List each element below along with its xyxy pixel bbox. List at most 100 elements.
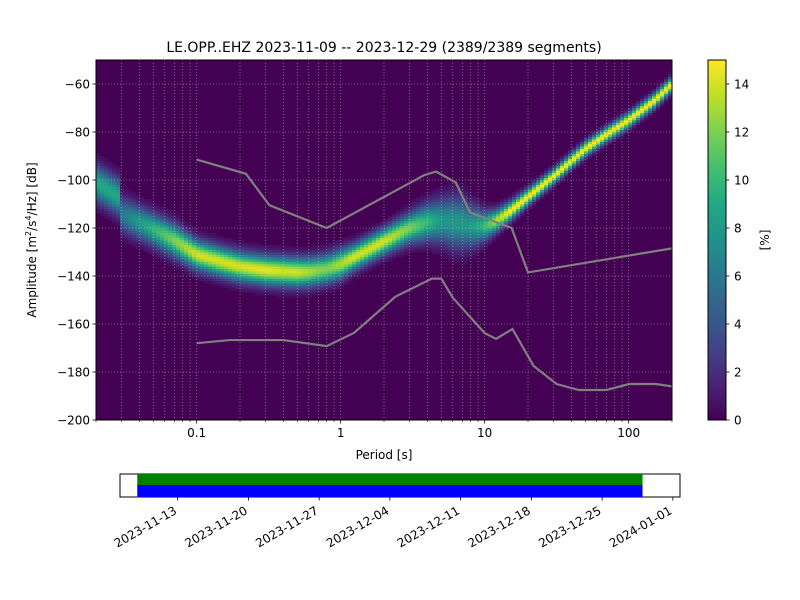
- density-cell: [344, 266, 349, 270]
- density-cell: [648, 112, 653, 116]
- density-cell: [340, 285, 345, 289]
- density-cell: [284, 280, 289, 284]
- density-cell: [204, 259, 209, 262]
- density-cell: [408, 223, 413, 226]
- density-cell: [388, 223, 393, 226]
- density-cell: [472, 199, 477, 202]
- density-cell: [100, 158, 105, 162]
- density-cell: [152, 228, 157, 231]
- density-cell: [168, 247, 173, 250]
- density-cell: [240, 264, 245, 267]
- density-cell: [564, 172, 569, 176]
- density-cell: [172, 247, 177, 250]
- density-cell: [300, 273, 305, 277]
- density-cell: [456, 259, 461, 262]
- density-cell: [448, 189, 453, 193]
- density-cell: [456, 220, 461, 224]
- density-cell: [232, 276, 237, 279]
- density-cell: [176, 256, 181, 260]
- density-cell: [164, 247, 169, 250]
- density-cell: [132, 196, 137, 200]
- density-cell: [212, 256, 217, 260]
- density-cell: [216, 276, 221, 279]
- density-cell: [344, 276, 349, 279]
- density-cell: [460, 189, 465, 193]
- density-cell: [168, 252, 173, 255]
- density-cell: [316, 273, 321, 277]
- density-cell: [236, 242, 241, 246]
- density-cell: [264, 276, 269, 279]
- density-cell: [124, 208, 129, 212]
- density-cell: [532, 196, 537, 200]
- density-cell: [160, 216, 165, 219]
- density-cell: [320, 283, 325, 286]
- density-cell: [608, 141, 613, 145]
- density-cell: [136, 223, 141, 226]
- density-cell: [456, 242, 461, 246]
- density-cell: [232, 283, 237, 286]
- density-cell: [440, 189, 445, 193]
- density-cell: [216, 235, 221, 238]
- density-cell: [128, 192, 133, 195]
- density-cell: [432, 199, 437, 202]
- density-cell: [456, 211, 461, 214]
- density-cell: [404, 204, 409, 207]
- density-cell: [556, 160, 561, 164]
- density-cell: [432, 194, 437, 198]
- density-cell: [324, 273, 329, 277]
- density-cell: [192, 230, 197, 234]
- density-cell: [484, 232, 489, 236]
- density-cell: [540, 172, 545, 176]
- density-cell: [336, 278, 341, 282]
- density-cell: [112, 194, 117, 198]
- density-cell: [176, 249, 181, 253]
- density-cell: [448, 240, 453, 243]
- density-cell: [584, 134, 589, 138]
- density-cell: [492, 223, 497, 226]
- density-cell: [280, 285, 285, 289]
- density-cell: [452, 206, 457, 210]
- density-cell: [496, 232, 501, 236]
- density-cell: [256, 254, 261, 258]
- y-tick-label: −120: [57, 222, 90, 236]
- density-cell: [108, 216, 113, 219]
- density-cell: [256, 276, 261, 279]
- density-cell: [136, 211, 141, 214]
- timeline-tick-label: 2023-11-20: [183, 503, 250, 550]
- density-cell: [280, 288, 285, 291]
- density-cell: [400, 244, 405, 248]
- density-cell: [488, 223, 493, 226]
- density-cell: [420, 223, 425, 226]
- density-cell: [564, 158, 569, 162]
- density-cell: [288, 288, 293, 291]
- density-cell: [544, 192, 549, 195]
- density-cell: [452, 259, 457, 262]
- density-cell: [376, 242, 381, 246]
- density-cell: [204, 276, 209, 279]
- density-cell: [96, 160, 101, 164]
- density-cell: [380, 223, 385, 226]
- density-cell: [512, 208, 517, 212]
- density-cell: [204, 249, 209, 253]
- density-cell: [656, 105, 661, 109]
- density-cell: [104, 206, 109, 210]
- density-cell: [488, 208, 493, 212]
- density-cell: [264, 278, 269, 282]
- density-cell: [464, 244, 469, 248]
- density-cell: [340, 261, 345, 265]
- density-cell: [656, 91, 661, 94]
- density-cell: [356, 264, 361, 267]
- density-cell: [188, 252, 193, 255]
- density-cell: [376, 252, 381, 255]
- density-cell: [280, 273, 285, 277]
- density-cell: [184, 240, 189, 243]
- density-cell: [436, 201, 441, 205]
- density-cell: [424, 194, 429, 198]
- density-cell: [300, 278, 305, 282]
- density-cell: [444, 247, 449, 250]
- density-cell: [248, 264, 253, 267]
- density-cell: [272, 290, 277, 294]
- density-cell: [540, 182, 545, 186]
- density-cell: [96, 180, 101, 183]
- density-cell: [140, 206, 145, 210]
